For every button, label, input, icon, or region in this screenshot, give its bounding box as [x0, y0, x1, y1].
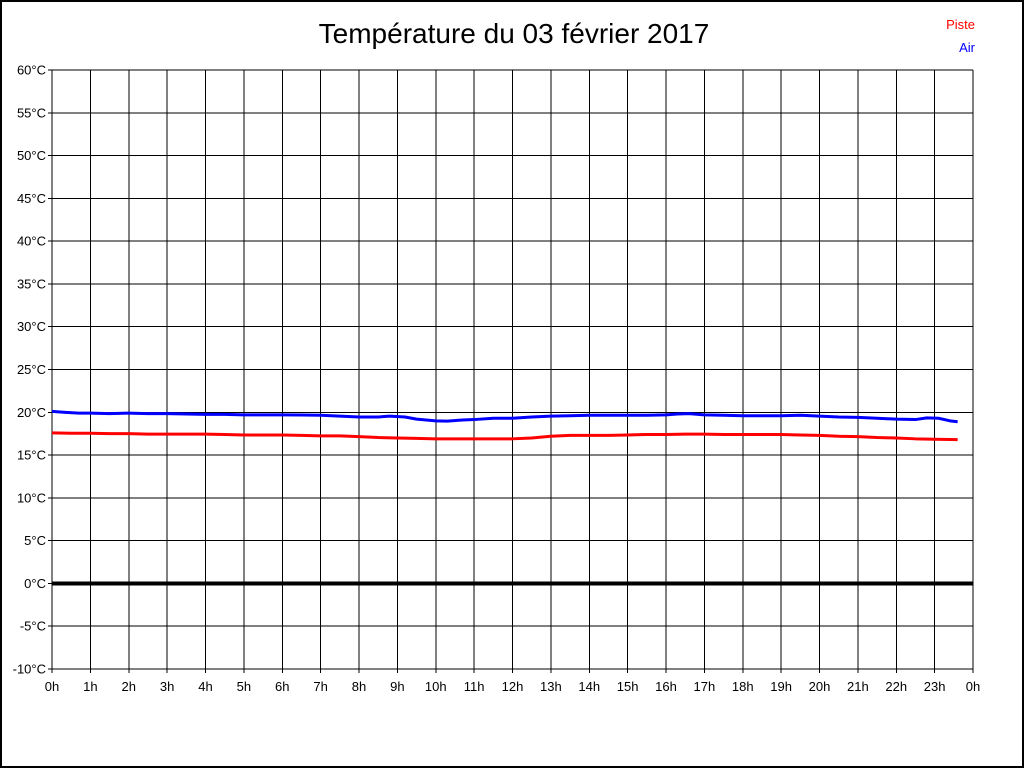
x-tick-label: 15h: [617, 679, 639, 694]
chart-title: Température du 03 février 2017: [318, 18, 710, 49]
x-tick-label: 16h: [655, 679, 677, 694]
x-tick-label: 3h: [160, 679, 174, 694]
x-tick-label: 19h: [770, 679, 792, 694]
x-tick-label: 8h: [352, 679, 366, 694]
y-tick-label: 5°C: [24, 533, 46, 548]
x-tick-label: 23h: [924, 679, 946, 694]
x-tick-label: 0h: [45, 679, 59, 694]
x-tick-label: 12h: [502, 679, 524, 694]
series-line-piste: [51, 431, 958, 442]
y-tick-label: -5°C: [20, 619, 46, 634]
x-tick-label: 4h: [198, 679, 212, 694]
x-tick-label: 20h: [809, 679, 831, 694]
x-tick-label: 18h: [732, 679, 754, 694]
x-tick-label: 2h: [122, 679, 136, 694]
x-tick-label: 1h: [83, 679, 97, 694]
x-tick-label: 0h: [966, 679, 980, 694]
y-tick-label: 35°C: [17, 276, 46, 291]
x-tick-label: 13h: [540, 679, 562, 694]
x-tick-label: 5h: [237, 679, 251, 694]
y-tick-label: 60°C: [17, 63, 46, 78]
y-tick-label: 10°C: [17, 490, 46, 505]
y-tick-label: 25°C: [17, 362, 46, 377]
y-tick-label: 55°C: [17, 105, 46, 120]
y-tick-label: 0°C: [24, 576, 46, 591]
y-tick-label: 30°C: [17, 319, 46, 334]
y-tick-label: 20°C: [17, 405, 46, 420]
y-tick-label: 50°C: [17, 148, 46, 163]
x-tick-label: 11h: [464, 679, 485, 694]
y-tick-label: 15°C: [17, 448, 46, 463]
x-tick-label: 10h: [425, 679, 447, 694]
x-tick-label: 9h: [390, 679, 404, 694]
x-tick-label: 22h: [885, 679, 907, 694]
y-tick-label: 40°C: [17, 234, 46, 249]
x-tick-label: 7h: [313, 679, 327, 694]
x-tick-label: 14h: [578, 679, 600, 694]
x-tick-label: 17h: [694, 679, 716, 694]
series-line-air: [51, 409, 958, 424]
x-tick-label: 6h: [275, 679, 289, 694]
y-tick-label: -10°C: [13, 662, 46, 677]
y-tick-label: 45°C: [17, 191, 46, 206]
x-tick-label: 21h: [847, 679, 869, 694]
legend-item-air: Air: [959, 40, 975, 55]
legend-item-piste: Piste: [946, 17, 975, 32]
legend: Piste Air: [946, 13, 975, 59]
